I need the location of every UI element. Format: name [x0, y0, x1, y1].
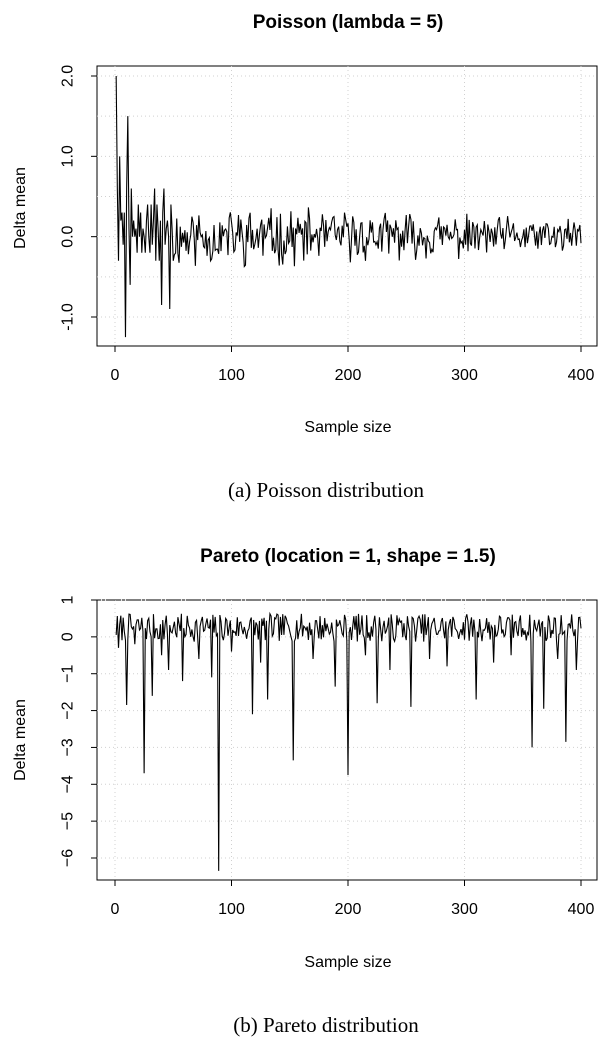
figure-caption: (a) Poisson distribution	[228, 478, 425, 502]
y-axis-label: Delta mean	[12, 699, 29, 781]
y-tick-label: −2	[60, 701, 77, 719]
x-tick-label: 100	[218, 901, 245, 918]
y-axis: 2.0 1.0 0.0 -1.0	[60, 65, 97, 331]
x-axis: 0 100 200 300 400	[97, 599, 597, 918]
grid	[97, 66, 597, 346]
x-tick-label: 400	[568, 901, 595, 918]
data-line	[115, 75, 582, 338]
figure-caption: (b) Pareto distribution	[233, 1013, 419, 1037]
y-tick-label: 0.0	[60, 225, 77, 247]
x-tick-label: 300	[451, 367, 478, 384]
plot-frame	[96, 65, 598, 347]
chart-title: Poisson (lambda = 5)	[253, 12, 444, 33]
x-tick-label: 300	[451, 901, 478, 918]
y-tick-label: 2.0	[60, 65, 77, 87]
series-line	[115, 611, 582, 871]
data-line	[115, 611, 582, 871]
x-tick-label: 200	[335, 901, 362, 918]
y-tick-label: -1.0	[60, 303, 77, 331]
y-tick-label: 1.0	[60, 145, 77, 167]
x-axis-label: Sample size	[304, 419, 391, 436]
y-axis: 1 0 −1 −2 −3 −4 −5 −6	[60, 595, 97, 867]
y-tick-label: −4	[60, 775, 77, 793]
y-axis-label: Delta mean	[12, 167, 29, 249]
x-tick-label: 200	[335, 367, 362, 384]
chart-title: Pareto (location = 1, shape = 1.5)	[200, 546, 496, 567]
y-tick-label: 1	[60, 595, 77, 604]
y-tick-label: −1	[60, 664, 77, 682]
panel-poisson: Poisson (lambda = 5) 2.0 1.0 0.0 -1.0 0 100 2…	[12, 12, 598, 502]
series-line	[115, 75, 582, 338]
panel-pareto: Pareto (location = 1, shape = 1.5) 1 0 −1 −…	[12, 546, 598, 1037]
x-tick-label: 0	[111, 901, 120, 918]
y-tick-label: −3	[60, 738, 77, 756]
x-tick-label: 100	[218, 367, 245, 384]
x-tick-label: 400	[568, 367, 595, 384]
y-tick-label: −5	[60, 812, 77, 830]
x-axis: 0 100 200 300 400	[111, 346, 595, 384]
y-tick-label: −6	[60, 849, 77, 867]
x-axis-label: Sample size	[304, 954, 391, 971]
y-tick-label: 0	[60, 632, 77, 641]
x-tick-label: 0	[111, 367, 120, 384]
